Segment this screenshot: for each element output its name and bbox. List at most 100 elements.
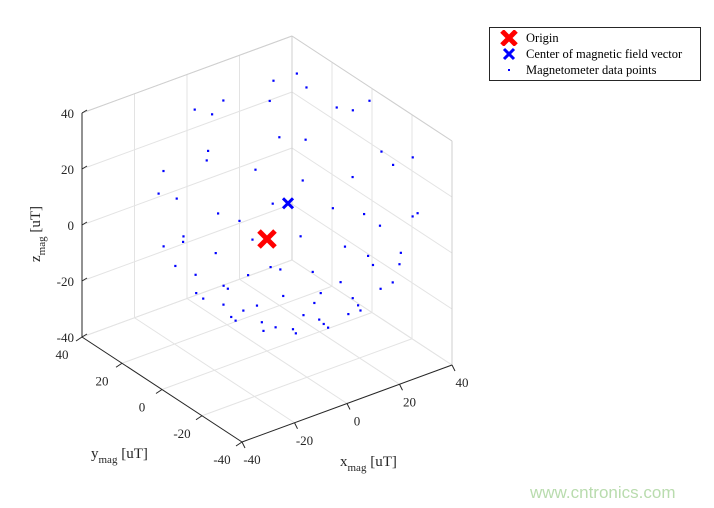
data-point <box>271 202 274 205</box>
blue-dot-marker-icon <box>508 69 510 71</box>
data-point <box>311 270 314 274</box>
x-tick <box>346 403 351 410</box>
grid-lines <box>81 35 453 443</box>
grid-line <box>121 285 333 364</box>
data-point <box>182 240 185 243</box>
tick-labels: -40 -40 -40 -20 -20 -20 0 0 0 20 20 20 40 40 40 <box>56 106 469 467</box>
data-point <box>162 169 165 173</box>
data-point <box>157 192 160 195</box>
data-point <box>357 304 360 307</box>
origin-marker <box>257 229 277 249</box>
data-point <box>319 291 322 295</box>
data-point <box>202 297 205 300</box>
data-point <box>299 235 302 238</box>
grid-line <box>81 147 293 226</box>
grid-line <box>239 278 400 385</box>
z-tick <box>81 109 88 114</box>
watermark: www.cntronics.com <box>530 483 676 502</box>
data-point <box>351 297 354 300</box>
x-tick-label: -20 <box>296 433 313 448</box>
legend: Origin Center of magnetic field vector M… <box>489 27 701 81</box>
grid-line <box>81 259 293 338</box>
y-tick-label: 40 <box>56 347 69 362</box>
y-tick <box>115 362 123 368</box>
data-point <box>391 281 394 284</box>
x-tick <box>241 441 246 449</box>
y-tick <box>235 441 243 447</box>
axes <box>75 109 456 449</box>
data-point <box>222 303 225 306</box>
data-point <box>262 329 265 332</box>
data-point <box>226 287 229 290</box>
data-point <box>368 99 371 102</box>
y-tick-label: 0 <box>139 400 146 415</box>
x-tick-label: 20 <box>403 394 416 409</box>
y-tick <box>75 336 83 342</box>
data-point <box>268 99 271 103</box>
data-point <box>279 268 282 271</box>
data-point <box>305 86 308 89</box>
z-tick-label: -40 <box>57 330 74 345</box>
data-point <box>251 238 254 241</box>
data-point <box>162 245 165 248</box>
grid-line <box>291 147 453 254</box>
z-tick <box>81 165 88 170</box>
data-point <box>380 150 383 153</box>
data-point <box>278 136 281 139</box>
data-point <box>411 215 414 218</box>
x-tick <box>294 422 298 429</box>
data-point <box>343 245 347 248</box>
data-point <box>247 274 250 277</box>
x-tick <box>451 364 456 372</box>
x-tick-label: 0 <box>354 414 361 429</box>
z-tick-label: 0 <box>68 218 75 233</box>
data-point <box>214 252 217 255</box>
z-tick-label: 20 <box>61 162 74 177</box>
data-point <box>272 79 275 82</box>
grid-line <box>291 259 453 366</box>
z-tick <box>81 221 88 226</box>
data-point <box>331 207 334 210</box>
data-point <box>359 309 362 312</box>
z-tick <box>81 277 88 282</box>
y-tick <box>195 415 203 421</box>
data-point <box>351 175 354 179</box>
data-point <box>304 138 307 141</box>
y-tick-label: -20 <box>173 426 190 441</box>
data-point <box>339 281 342 284</box>
y-tick-label: 20 <box>96 373 109 388</box>
box-edge <box>81 35 293 114</box>
data-point <box>193 108 196 111</box>
data-point <box>371 263 375 267</box>
data-point <box>295 72 298 75</box>
y-tick-label: -40 <box>213 452 230 467</box>
grid-line <box>161 312 373 390</box>
data-point <box>260 321 263 324</box>
y-axis-label: ymag [uT] <box>91 446 148 466</box>
data-point <box>322 322 325 326</box>
data-point <box>291 328 295 331</box>
data-point <box>398 263 401 266</box>
data-point <box>182 235 185 238</box>
data-point <box>207 149 210 152</box>
box-edge <box>291 35 453 142</box>
data-point <box>416 212 419 215</box>
data-point <box>242 309 245 312</box>
data-point <box>222 99 225 102</box>
data-point <box>274 326 277 329</box>
data-point <box>205 159 208 162</box>
data-point <box>318 318 321 321</box>
x-tick-label: 40 <box>456 375 469 390</box>
z-tick-label: 40 <box>61 106 74 121</box>
y-tick <box>155 389 163 394</box>
z-tick-label: -20 <box>57 274 74 289</box>
data-point <box>234 319 237 322</box>
data-point <box>282 294 285 298</box>
data-point <box>411 156 414 159</box>
data-point <box>238 219 241 222</box>
data-point <box>175 197 178 200</box>
z-tick <box>81 333 88 338</box>
data-point <box>222 284 225 287</box>
